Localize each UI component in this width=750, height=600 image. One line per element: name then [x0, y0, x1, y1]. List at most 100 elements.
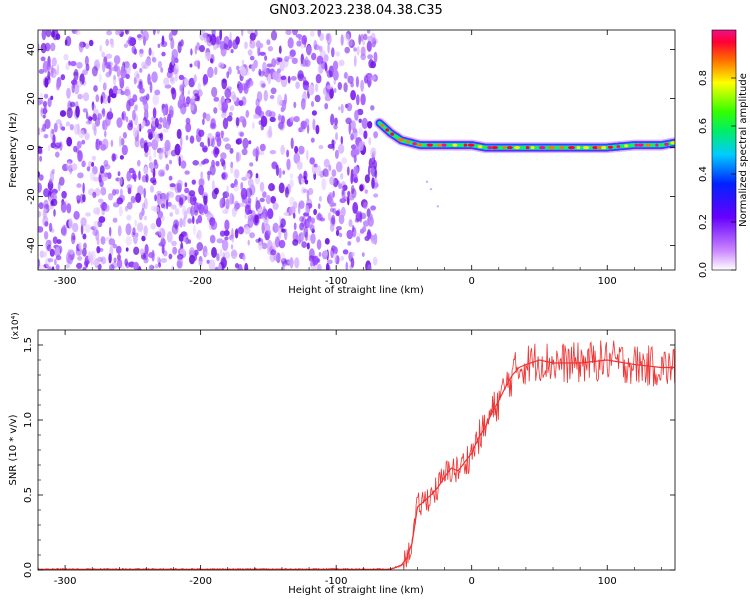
noise-blob: [191, 95, 196, 100]
noise-blob: [204, 52, 212, 60]
spectrogram-y-axis-label: Frequency (Hz): [8, 112, 19, 188]
noise-blob: [138, 170, 141, 181]
noise-blob: [118, 135, 122, 148]
signal-hotspot: [568, 146, 575, 150]
noise-blob: [168, 253, 173, 260]
noise-blob: [335, 51, 341, 57]
noise-blob: [366, 208, 371, 218]
signal-hotspot: [463, 143, 468, 147]
signal-hotspot: [477, 145, 483, 149]
noise-blob: [43, 188, 50, 198]
noise-blob: [229, 105, 235, 112]
noise-blob: [305, 204, 310, 214]
noise-blob: [292, 30, 298, 36]
noise-blob: [362, 40, 366, 46]
noise-blob: [318, 252, 322, 257]
x-tick-label: -200: [189, 576, 212, 587]
signal-hotspot: [634, 143, 639, 147]
noise-blob: [362, 220, 370, 227]
signal-hotspot: [655, 143, 659, 147]
noise-blob: [99, 44, 103, 53]
noise-blob: [170, 149, 177, 157]
noise-blob: [148, 155, 152, 162]
noise-blob: [50, 200, 54, 207]
noise-blob: [347, 241, 352, 246]
noise-blob: [185, 135, 189, 141]
noise-blob: [103, 97, 107, 105]
noise-blob: [255, 40, 261, 49]
noise-blob: [91, 155, 96, 161]
noise-blob: [278, 182, 285, 194]
noise-blob: [305, 231, 308, 242]
noise-blob: [261, 242, 268, 250]
colorbar-tick-label: 0.0: [698, 262, 709, 278]
noise-blob: [282, 170, 286, 175]
noise-blob: [309, 248, 315, 259]
noise-blob: [154, 117, 159, 128]
noise-blob: [318, 195, 322, 202]
noise-blob: [233, 168, 240, 179]
noise-blob: [333, 252, 337, 264]
noise-blob: [241, 30, 244, 37]
noise-blob: [192, 215, 195, 224]
noise-blob: [278, 239, 286, 249]
x-tick-label: 100: [598, 576, 617, 587]
noise-blob: [310, 233, 316, 245]
noise-blob: [152, 93, 159, 106]
noise-blob: [184, 182, 188, 188]
noise-blob: [238, 116, 246, 123]
noise-blob: [240, 187, 248, 200]
noise-blob: [286, 149, 290, 158]
noise-blob: [373, 193, 379, 198]
noise-blob: [245, 110, 250, 118]
noise-blob: [102, 82, 107, 91]
noise-blob: [164, 139, 171, 152]
colorbar-label: Normalized spectral amplitude: [738, 73, 749, 227]
noise-blob: [249, 184, 256, 196]
noise-blob: [55, 264, 60, 270]
noise-blob: [134, 137, 140, 148]
noise-blob: [270, 87, 277, 95]
noise-blob: [102, 119, 108, 131]
noise-blob: [281, 258, 288, 267]
noise-blob: [40, 42, 47, 54]
noise-blob: [93, 125, 97, 136]
noise-blob: [238, 226, 244, 235]
x-tick-label: 100: [598, 276, 617, 287]
noise-blob: [350, 173, 354, 185]
noise-blob: [174, 57, 179, 64]
noise-blob: [167, 66, 173, 74]
noise-blob: [180, 39, 184, 47]
noise-blob: [43, 103, 47, 116]
noise-blob: [306, 44, 312, 57]
noise-blob: [203, 36, 210, 43]
noise-blob: [337, 143, 345, 154]
noise-blob: [210, 118, 216, 129]
noise-blob: [105, 38, 109, 47]
signal-hotspot: [645, 143, 651, 147]
noise-blob: [162, 128, 169, 133]
noise-blob: [116, 258, 123, 269]
noise-blob: [184, 170, 190, 175]
y-tick-label: 1.5: [23, 337, 34, 353]
noise-blob: [272, 202, 279, 210]
noise-blob: [221, 101, 228, 113]
noise-blob: [141, 61, 147, 70]
y-tick-label: 0.0: [23, 562, 34, 578]
noise-blob: [355, 211, 363, 222]
noise-blob: [109, 38, 114, 45]
noise-blob: [350, 81, 354, 88]
noise-blob: [143, 166, 148, 175]
noise-blob: [361, 252, 365, 257]
noise-blob: [100, 186, 107, 196]
noise-blob: [170, 76, 176, 85]
signal-hotspot: [385, 128, 390, 132]
noise-blob: [80, 217, 87, 227]
noise-blob: [214, 66, 218, 76]
noise-blob: [187, 90, 190, 95]
noise-blob: [193, 224, 196, 236]
noise-blob: [281, 115, 285, 124]
noise-blob: [300, 177, 305, 185]
noise-blob: [82, 233, 87, 240]
